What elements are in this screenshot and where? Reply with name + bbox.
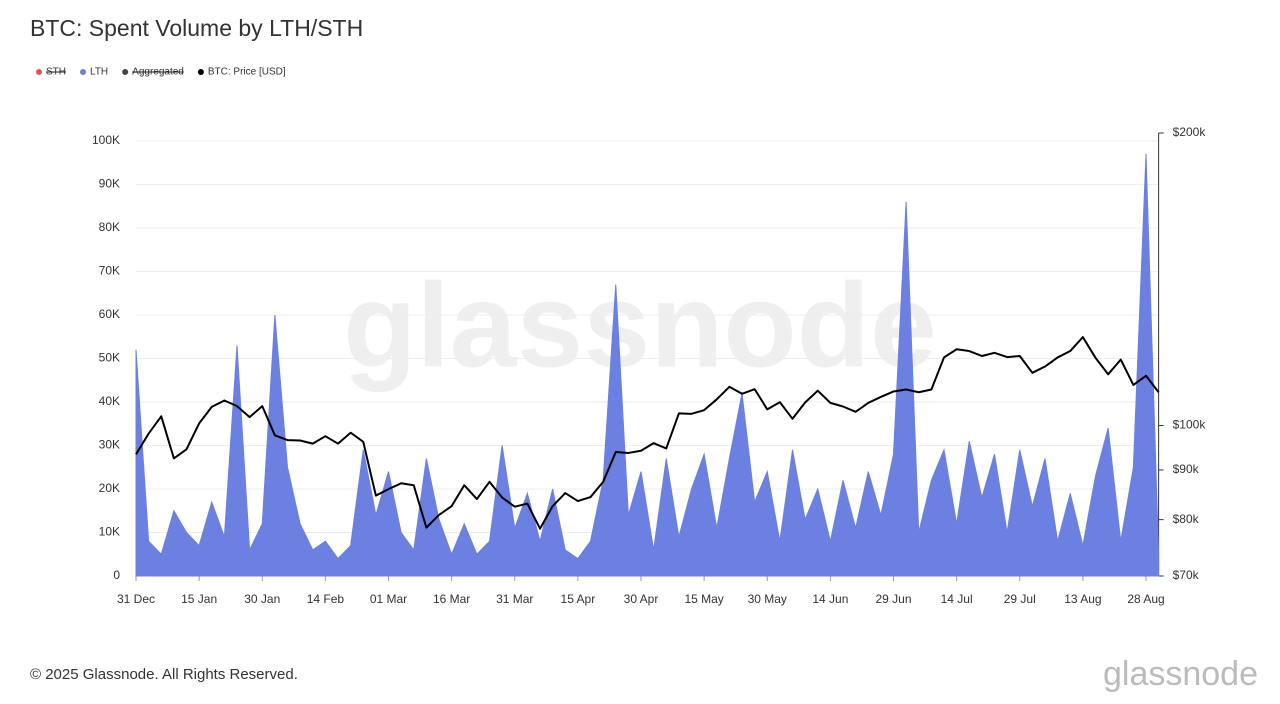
y-tick-label: 50K (99, 351, 120, 365)
x-tick-label: 30 May (748, 592, 787, 606)
y-tick-label: 10K (99, 525, 120, 539)
x-tick-label: 16 Mar (433, 592, 470, 606)
y2-tick-label: $100k (1173, 418, 1207, 432)
x-tick-label: 14 Jul (941, 592, 973, 606)
y-tick-label: 100K (92, 133, 120, 147)
legend-label[interactable]: LTH (90, 67, 108, 78)
x-tick-label: 30 Jan (244, 592, 280, 606)
x-tick-label: 28 Aug (1127, 592, 1164, 606)
x-tick-label: 29 Jul (1004, 592, 1036, 606)
y2-tick-label: $80k (1173, 512, 1200, 526)
plot: 0 10K 20K 30K 40K 50K 60K 70K 80K 90K 100K $70k $80k… (92, 125, 1206, 606)
y2-tick-label: $200k (1173, 125, 1207, 139)
footer: © 2025 Glassnode. All Rights Reserved. (30, 666, 298, 683)
legend-marker (80, 69, 86, 75)
legend-marker (122, 69, 129, 75)
line (135, 336, 1160, 530)
legend-label[interactable]: BTC: Price [USD] (208, 67, 286, 78)
chart-title: BTC: Spent Volume by LTH/STH (30, 15, 363, 41)
x-tick-label: 13 Aug (1064, 592, 1101, 606)
y-tick-label: 30K (99, 438, 120, 452)
x-tick-label: 15 Apr (561, 592, 596, 606)
y-tick-label: 80K (99, 220, 120, 234)
x-tick-label: 14 Feb (307, 592, 345, 606)
y-tick-label: 20K (99, 481, 120, 495)
y2-tick-label: $70k (1173, 568, 1200, 582)
y-tick-label: 60K (99, 307, 120, 321)
x-tick-label: 15 Jan (181, 592, 217, 606)
x-tick-label: 30 Apr (624, 592, 659, 606)
x-tick-label: 14 Jun (812, 592, 848, 606)
legend-marker (36, 69, 42, 75)
y-tick-label: 90K (99, 177, 120, 191)
x-tick-label: 15 May (684, 592, 723, 606)
area (135, 154, 1160, 577)
x-tick-label: 01 Mar (370, 592, 407, 606)
y-tick-label: 70K (99, 264, 120, 278)
x-tick-label: 29 Jun (875, 592, 911, 606)
y-tick-label: 0 (113, 568, 120, 582)
legend: STH LTH Aggregated BTC: Price [USD] (36, 67, 286, 78)
logo: glassnode (1103, 655, 1258, 693)
legend-marker (197, 69, 204, 75)
y-tick-label: 40K (99, 394, 120, 408)
x-tick-label: 31 Mar (496, 592, 533, 606)
watermark: glassnode (343, 259, 937, 393)
y2-tick-label: $90k (1173, 462, 1200, 476)
x-tick-label: 31 Dec (117, 592, 155, 606)
